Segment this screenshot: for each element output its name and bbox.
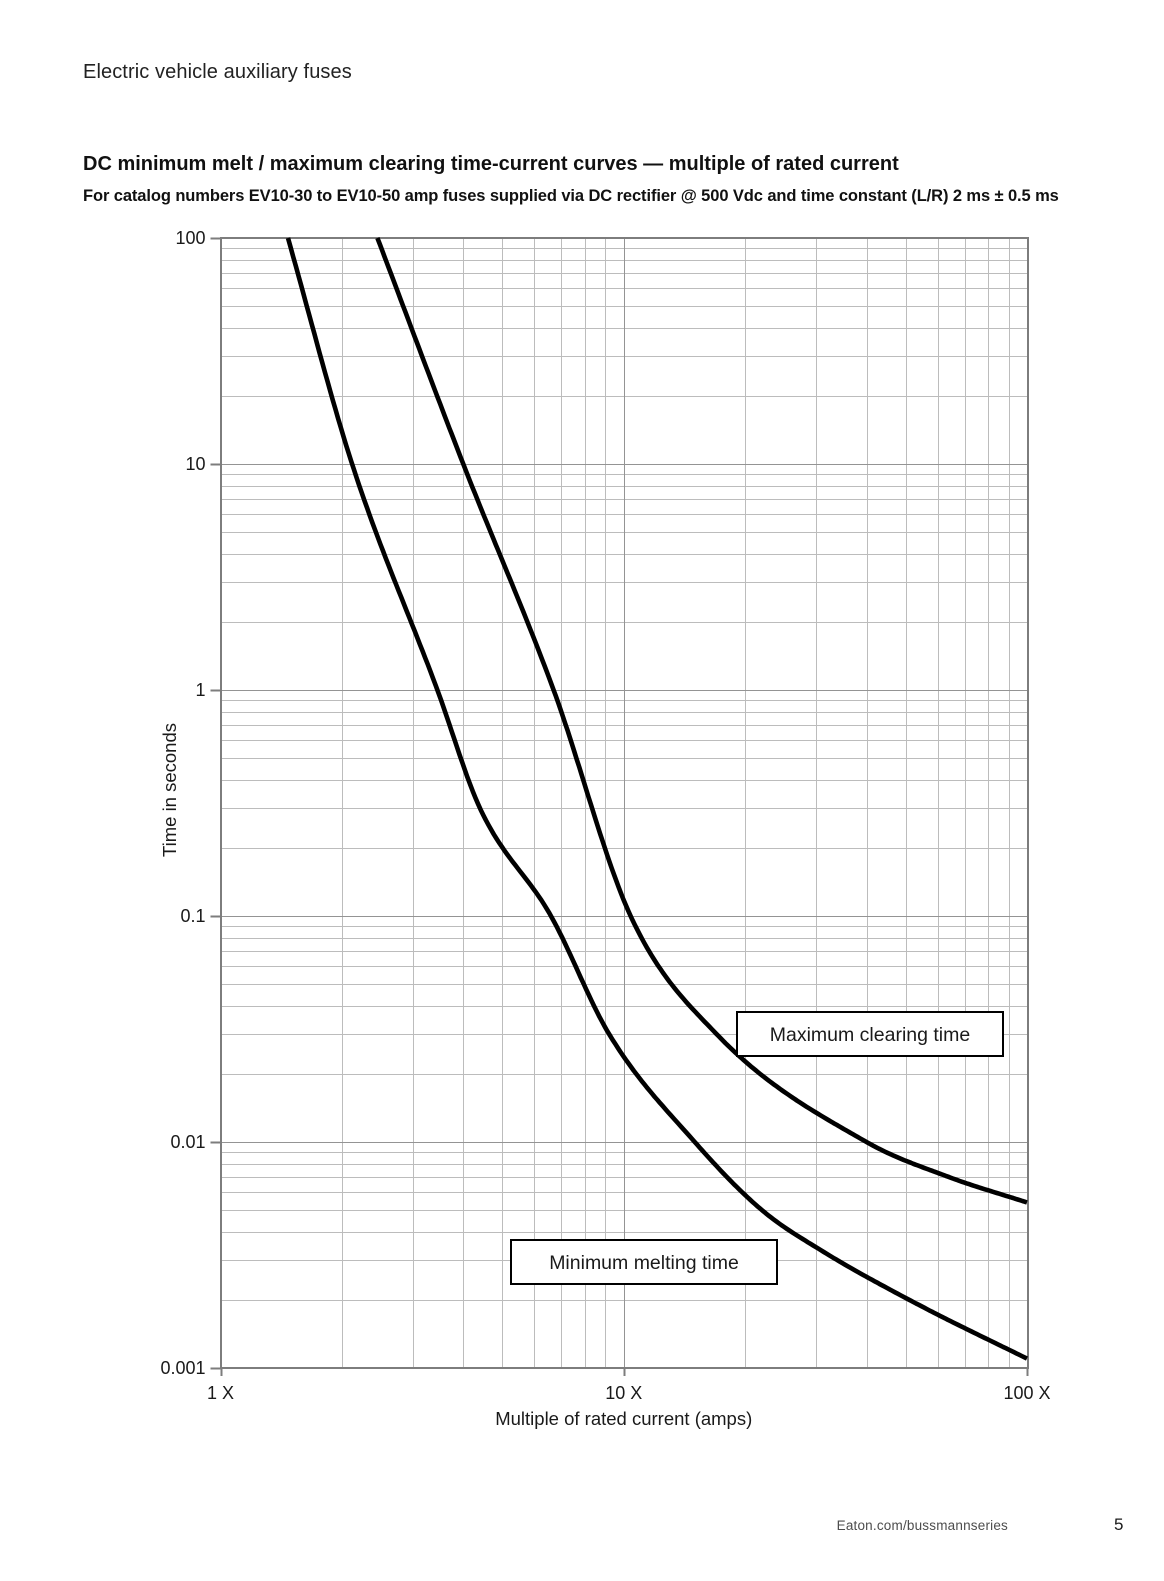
- x-tick-label: 10 X: [605, 1383, 642, 1403]
- grid-major: [220, 238, 1027, 1368]
- x-tick-label: 100 X: [1003, 1383, 1050, 1403]
- annotation-maximum-clearing-time: Maximum clearing time: [736, 1011, 1004, 1057]
- svg-text:Minimum melting time: Minimum melting time: [549, 1252, 739, 1274]
- footer-site-url: Eaton.com/bussmannseries: [836, 1518, 1008, 1533]
- x-axis-title: Multiple of rated current (amps): [495, 1408, 752, 1429]
- time-current-chart: 100 10 1 0.1 0.01 0.001 1 X 10 X 100 X Multiple o…: [159, 228, 1051, 1429]
- y-tick-label: 0.01: [170, 1132, 205, 1152]
- chart-subtitle: For catalog numbers EV10-30 to EV10-50 a…: [83, 187, 1059, 205]
- y-tick-label: 0.001: [160, 1358, 205, 1378]
- annotation-minimum-melting-time: Minimum melting time: [510, 1239, 778, 1285]
- y-tick-label: 1: [195, 680, 205, 700]
- y-axis-title: Time in seconds: [159, 723, 180, 857]
- axis-ticks: [210, 237, 1029, 1376]
- curve-maximum-clearing-time: [375, 237, 1028, 1205]
- curve-minimum-melting-time: [285, 237, 1029, 1361]
- svg-text:Maximum clearing time: Maximum clearing time: [770, 1024, 970, 1046]
- y-tick-label: 100: [175, 228, 205, 248]
- y-tick-label: 0.1: [180, 906, 205, 926]
- footer-page-number: 5: [1114, 1515, 1124, 1534]
- y-tick-label: 10: [185, 454, 205, 474]
- grid-minor: [220, 238, 1027, 1368]
- chart-title: DC minimum melt / maximum clearing time-…: [83, 153, 899, 175]
- page-header: Electric vehicle auxiliary fuses: [83, 61, 352, 83]
- x-tick-label: 1 X: [207, 1383, 234, 1403]
